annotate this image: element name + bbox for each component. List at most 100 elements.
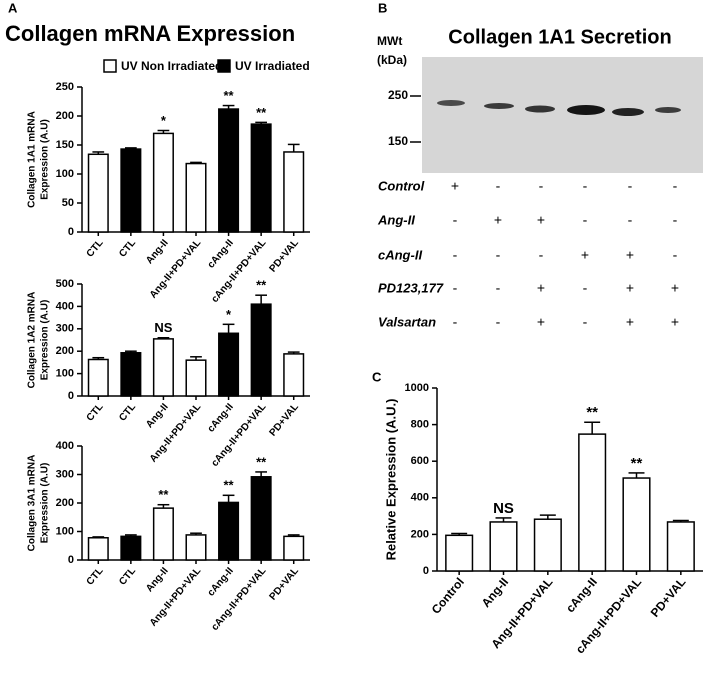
x-tick-label: Control — [429, 575, 467, 617]
bar — [185, 534, 207, 561]
y-axis-label: Expression (A.U) — [40, 463, 51, 544]
treatment-sign: - — [628, 178, 633, 194]
y-tick-label: 250 — [56, 81, 74, 93]
significance-label: ** — [256, 278, 267, 293]
row-label: Valsartan — [378, 314, 436, 329]
treatment-sign: - — [673, 178, 678, 194]
treatment-sign: + — [671, 280, 679, 296]
bar — [87, 537, 109, 561]
significance-label: ** — [631, 455, 643, 472]
y-tick-label: 100 — [56, 168, 74, 180]
y-tick-label: 0 — [68, 554, 74, 566]
y-tick-label: 1000 — [405, 382, 429, 394]
y-tick-label: 100 — [56, 525, 74, 537]
treatment-sign: + — [626, 314, 634, 330]
y-tick-label: 300 — [56, 468, 74, 480]
x-tick-label: cAng-II — [206, 565, 236, 598]
treatment-sign: - — [453, 247, 458, 263]
y-axis-label: Expression (A.U) — [40, 300, 51, 381]
significance-label: * — [161, 113, 167, 128]
bar — [218, 501, 240, 561]
y-tick-label: 600 — [411, 455, 429, 467]
x-tick-label: CTL — [85, 238, 106, 260]
y-tick-label: 200 — [56, 110, 74, 122]
bar — [152, 132, 174, 233]
bar — [218, 332, 240, 397]
blot-band — [567, 105, 605, 115]
y-axis-label: Relative Expression (A.U.) — [383, 399, 398, 561]
y-tick-label: 800 — [411, 419, 429, 431]
blot-image — [422, 57, 703, 173]
y-tick-label: 400 — [56, 300, 74, 312]
panel-title: Collagen mRNA Expression — [5, 21, 295, 46]
significance-label: NS — [493, 500, 514, 517]
treatment-sign: + — [626, 247, 634, 263]
bar — [283, 535, 305, 561]
row-label: Ang-II — [377, 212, 415, 227]
panel-label: C — [372, 369, 382, 384]
y-tick-label: 50 — [62, 197, 74, 209]
bar — [283, 353, 305, 397]
significance-label: * — [226, 307, 232, 322]
treatment-sign: - — [453, 280, 458, 296]
blot-band — [612, 108, 644, 116]
y-tick-label: 0 — [68, 390, 74, 402]
bar — [185, 359, 207, 397]
x-tick-label: CTL — [117, 238, 138, 260]
blot-band — [525, 105, 555, 113]
panel-label: A — [8, 0, 18, 15]
treatment-sign: + — [537, 280, 545, 296]
bar — [218, 108, 240, 233]
bar — [87, 358, 109, 397]
treatment-sign: + — [537, 212, 545, 228]
y-tick-label: 200 — [56, 345, 74, 357]
x-tick-label: Ang-II — [144, 237, 171, 266]
bar — [578, 433, 607, 572]
treatment-sign: - — [496, 178, 501, 194]
y-tick-label: 200 — [411, 528, 429, 540]
y-tick-label: 200 — [56, 497, 74, 509]
y-tick-label: 100 — [56, 368, 74, 380]
y-axis-label: Collagen 3A1 mRNA — [27, 455, 38, 552]
bar — [87, 153, 109, 233]
treatment-sign: - — [673, 247, 678, 263]
treatment-sign: - — [539, 178, 544, 194]
bar — [622, 477, 651, 572]
x-tick-label: Ang-II — [144, 565, 171, 594]
x-tick-label: cAng-II — [563, 575, 600, 615]
treatment-sign: - — [628, 212, 633, 228]
treatment-sign: - — [583, 280, 588, 296]
bar — [250, 476, 272, 561]
x-tick-label: Ang-II — [479, 575, 512, 610]
mw-marker: 250 — [388, 88, 408, 102]
x-tick-label: PD+VAL — [268, 402, 301, 439]
row-label: cAng-II — [378, 247, 422, 262]
bar — [445, 534, 474, 572]
mw-label: MWt — [377, 34, 402, 48]
blot-background — [422, 57, 703, 173]
bar — [250, 303, 272, 397]
bar — [120, 352, 142, 397]
bar — [533, 518, 562, 572]
x-tick-label: CTL — [117, 402, 138, 424]
x-tick-label: cAng-II — [206, 237, 236, 270]
treatment-sign: + — [581, 247, 589, 263]
treatment-sign: + — [451, 178, 459, 194]
blot-band — [484, 103, 514, 109]
significance-label: ** — [158, 487, 169, 502]
bar — [152, 338, 174, 397]
bar — [666, 521, 695, 572]
x-tick-label: CTL — [85, 566, 106, 588]
y-tick-label: 400 — [411, 492, 429, 504]
legend-swatch — [217, 59, 231, 73]
x-tick-label: PD+VAL — [268, 238, 301, 275]
treatment-sign: - — [539, 247, 544, 263]
y-tick-label: 0 — [423, 565, 429, 577]
treatment-sign: + — [626, 280, 634, 296]
treatment-sign: - — [583, 212, 588, 228]
treatment-sign: - — [583, 178, 588, 194]
x-tick-label: CTL — [85, 402, 106, 424]
y-tick-label: 300 — [56, 323, 74, 335]
bar — [185, 162, 207, 233]
